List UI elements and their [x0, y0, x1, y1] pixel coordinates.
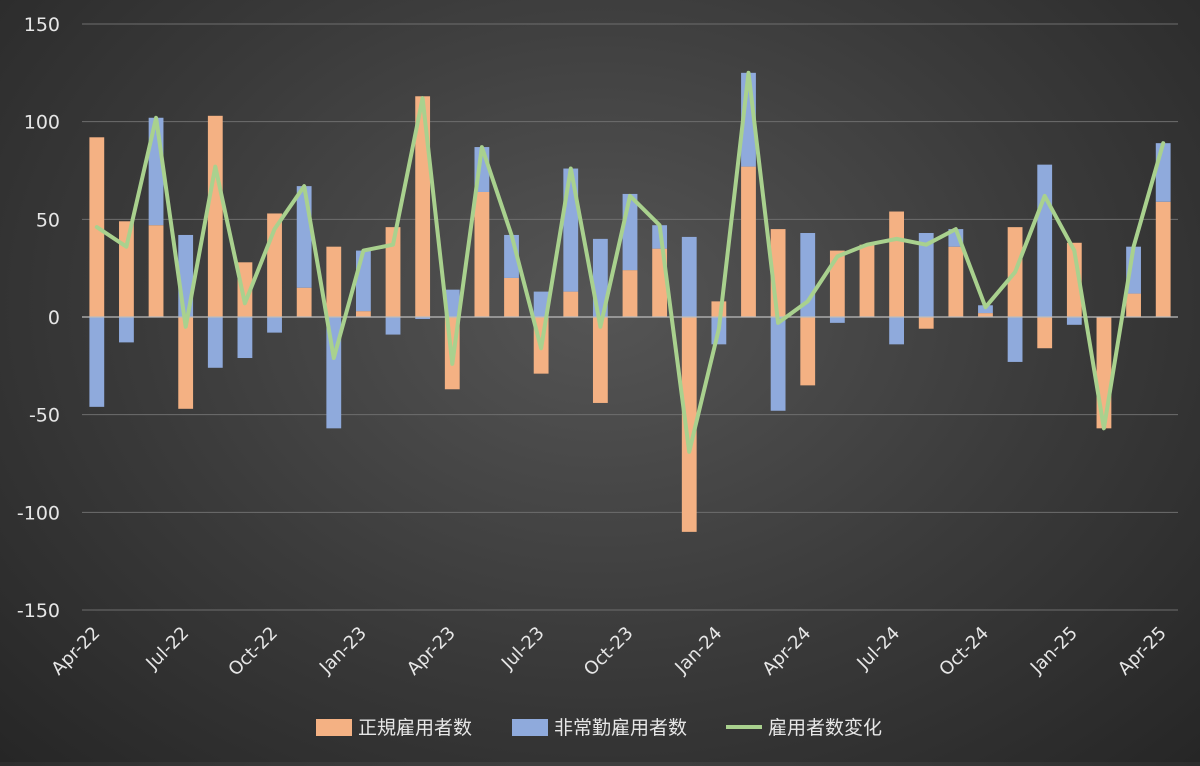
bar — [681, 236, 697, 317]
bar — [978, 313, 993, 317]
bar — [1066, 317, 1082, 325]
bar — [918, 317, 934, 329]
x-tick-label: Jul-22 — [142, 623, 194, 675]
bar — [1096, 317, 1112, 429]
bar — [415, 96, 431, 317]
bar — [1007, 317, 1023, 362]
x-tick-label: Jan-23 — [315, 623, 371, 679]
legend-label: 正規雇用者数 — [358, 717, 472, 739]
bar — [385, 227, 401, 317]
gridlines — [82, 23, 1178, 611]
bar — [681, 317, 697, 532]
x-tick-label: Apr-24 — [758, 623, 815, 680]
bar — [622, 270, 638, 317]
bar — [474, 191, 490, 317]
bar — [237, 262, 253, 317]
bar — [918, 233, 934, 317]
x-tick-label: Apr-23 — [403, 623, 460, 680]
bar — [119, 317, 134, 343]
x-tick-label: Jul-23 — [497, 623, 549, 675]
legend-label: 非常勤雇用者数 — [554, 717, 687, 739]
bar — [504, 277, 519, 317]
bar — [267, 317, 282, 333]
x-tick-label: Apr-22 — [48, 623, 105, 680]
bar — [1155, 201, 1171, 317]
bar — [207, 115, 223, 317]
bar — [563, 291, 579, 317]
bar — [119, 221, 134, 317]
bar — [178, 317, 194, 409]
bar — [296, 287, 312, 317]
x-tick-label: Oct-23 — [580, 623, 638, 681]
bar — [1155, 143, 1171, 202]
bar — [948, 246, 964, 317]
bar — [148, 225, 164, 317]
total-line — [94, 70, 1166, 454]
bar — [89, 317, 105, 407]
y-tick-label: 0 — [48, 307, 60, 329]
x-tick-label: Apr-25 — [1114, 623, 1171, 680]
y-tick-label: 50 — [36, 209, 60, 231]
bar — [829, 250, 845, 317]
bar — [859, 244, 875, 317]
x-tick-label: Oct-24 — [935, 623, 993, 681]
legend: 正規雇用者数 非常勤雇用者数 雇用者数変化 — [316, 717, 882, 739]
y-tick-label: -150 — [17, 600, 60, 622]
bar — [770, 317, 786, 411]
bar — [1037, 317, 1053, 349]
bar — [533, 291, 549, 317]
bar — [356, 311, 371, 317]
x-tick-label: Jul-24 — [852, 623, 904, 675]
bar — [741, 166, 756, 317]
bar — [889, 211, 904, 317]
bar — [1037, 164, 1053, 317]
bar — [444, 289, 460, 317]
bar — [207, 317, 223, 368]
legend-label: 雇用者数変化 — [768, 717, 882, 739]
y-tick-label: -50 — [29, 405, 60, 427]
bar — [237, 317, 253, 359]
bar — [356, 250, 371, 312]
bar — [829, 317, 845, 323]
x-tick-label: Oct-22 — [224, 623, 282, 681]
bar — [296, 186, 312, 288]
bar — [800, 317, 816, 386]
y-tick-label: 150 — [24, 14, 60, 36]
x-axis-ticks: Apr-22 Jul-22 Oct-22 Jan-23 Apr-23 Jul-23 Oct-… — [48, 623, 1171, 681]
bar — [1126, 293, 1141, 317]
bar — [385, 317, 401, 335]
bars — [89, 72, 1171, 532]
legend-swatch — [512, 719, 548, 736]
bar — [326, 246, 342, 317]
legend-swatch — [316, 719, 352, 736]
y-axis-ticks: -150 -100 -50 0 50 100 150 — [17, 14, 60, 622]
bar — [622, 193, 638, 271]
x-tick-label: Jan-24 — [670, 623, 726, 679]
x-tick-label: Jan-25 — [1026, 623, 1082, 679]
y-tick-label: -100 — [17, 502, 60, 524]
bar — [415, 317, 431, 319]
y-tick-label: 100 — [24, 112, 60, 134]
series-line — [94, 70, 1166, 454]
bar — [889, 317, 904, 345]
bar — [592, 317, 608, 403]
